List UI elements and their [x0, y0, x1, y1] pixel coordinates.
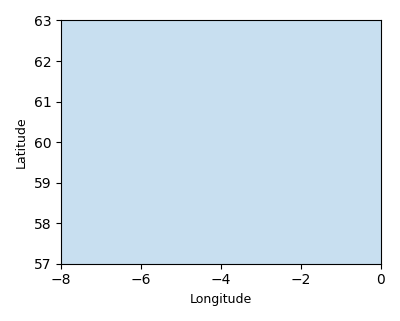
- Y-axis label: Latitude: Latitude: [15, 116, 28, 168]
- X-axis label: Longitude: Longitude: [190, 293, 252, 306]
